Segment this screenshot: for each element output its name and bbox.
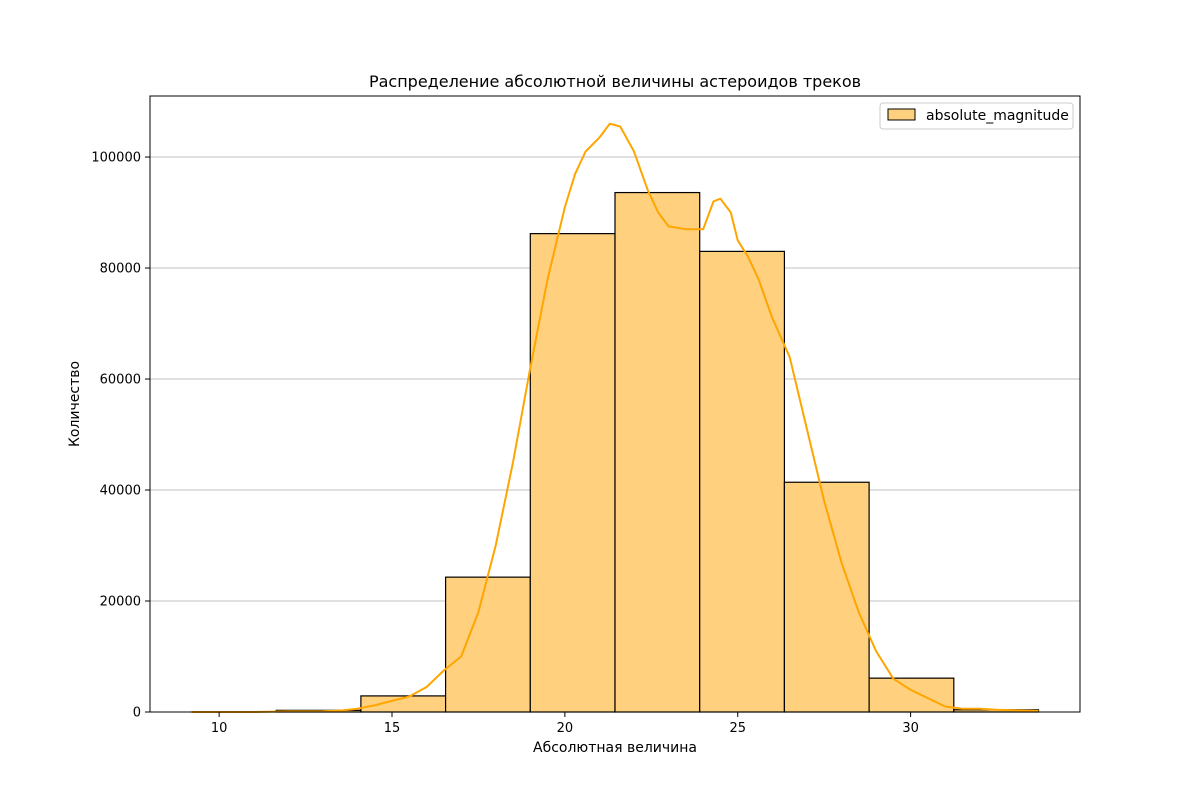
x-axis-title: Абсолютная величина (533, 740, 697, 756)
histogram-bar-3 (444, 576, 531, 713)
x-tick-label-3: 25 (729, 721, 746, 736)
x-tick-label-0: 10 (211, 721, 228, 736)
y-tick-label-2: 40000 (100, 484, 141, 499)
y-tick-label-0: 0 (133, 706, 141, 721)
histogram-bar-5 (614, 191, 701, 713)
x-tick-label-2: 20 (557, 721, 574, 736)
x-tick-label-1: 15 (384, 721, 401, 736)
y-tick-label-5: 100000 (91, 151, 141, 166)
axes-frame (149, 95, 1081, 713)
histogram-bar-8 (868, 677, 955, 713)
legend-swatch (887, 108, 916, 121)
y-tick-label-1: 20000 (100, 595, 141, 610)
legend: absolute_magnitude (879, 102, 1074, 130)
legend-label: absolute_magnitude (926, 108, 1069, 124)
y-tick-label-4: 80000 (100, 262, 141, 277)
x-tick-label-4: 30 (902, 721, 919, 736)
y-axis-title: Количество (67, 361, 83, 447)
kde-curve (191, 122, 1039, 713)
histogram-bar-6 (699, 250, 786, 713)
legend-box (879, 102, 1074, 130)
chart-title: Распределение абсолютной величины астеро… (369, 72, 861, 91)
y-tick-label-3: 60000 (100, 373, 141, 388)
histogram-bar-7 (783, 481, 870, 713)
